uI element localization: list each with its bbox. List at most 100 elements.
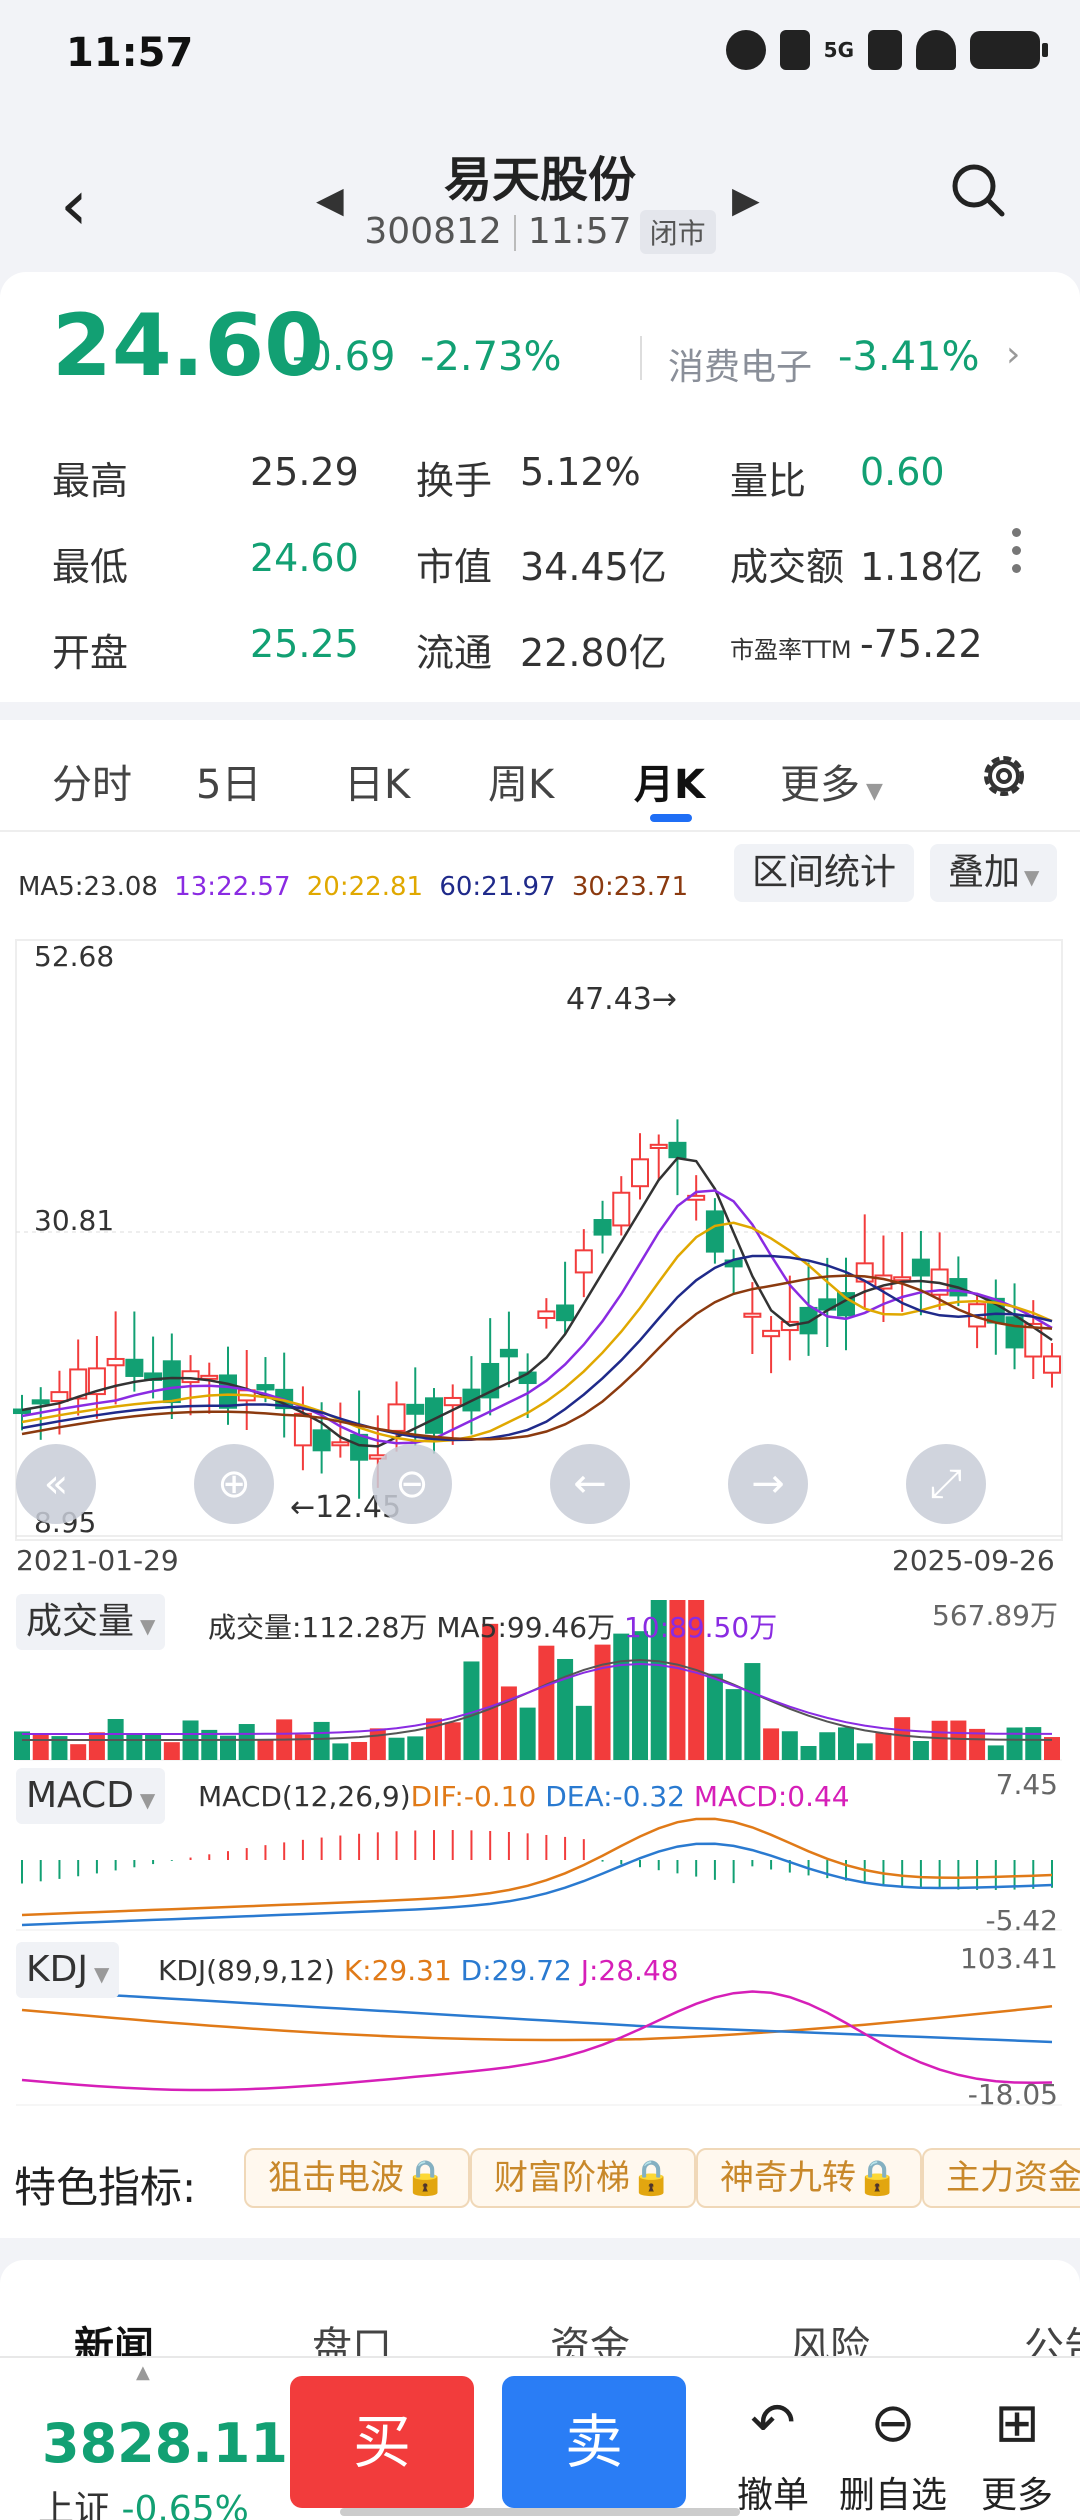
stat-value: 0.60 bbox=[860, 450, 945, 494]
feature-chip[interactable]: 神奇九转🔒 bbox=[696, 2148, 923, 2208]
tab-more[interactable]: 更多 ▼ bbox=[780, 752, 883, 810]
candle-body bbox=[574, 1249, 593, 1274]
sell-button[interactable]: 卖 bbox=[502, 2376, 686, 2508]
stat-value: 24.60 bbox=[250, 536, 359, 580]
candle-body bbox=[612, 1191, 631, 1227]
candle-body bbox=[50, 1391, 69, 1403]
bottom-bar: ▲ 3828.11 上证 -0.65% 买 卖 ↶ 撤单 ⊖ 删自选 ⊞ 更多 bbox=[0, 2356, 1080, 2520]
active-tab-indicator bbox=[650, 814, 692, 822]
tab-5day[interactable]: 5日 bbox=[196, 762, 262, 808]
kdj-label: KDJ bbox=[26, 1949, 88, 1990]
volume-bar bbox=[220, 1735, 236, 1760]
stat-value: 1.18亿 bbox=[860, 545, 983, 589]
index-pct: -0.65% bbox=[121, 2489, 249, 2520]
volume-bar bbox=[238, 1724, 255, 1760]
volume-bar bbox=[950, 1720, 967, 1760]
x-end-label: 2025-09-26 bbox=[892, 1544, 1055, 1577]
volume-bar bbox=[88, 1732, 105, 1760]
volume-indicator-selector[interactable]: 成交量 ▼ bbox=[16, 1594, 166, 1650]
prev-stock-icon[interactable]: ◀ bbox=[316, 180, 344, 221]
caret-down-icon: ▼ bbox=[93, 1962, 110, 1986]
tab-fenshi[interactable]: 分时 bbox=[52, 762, 132, 808]
caret-down-icon: ▼ bbox=[139, 1788, 156, 1812]
gear-icon[interactable] bbox=[976, 748, 1032, 804]
lock-icon: 🔒 bbox=[856, 2158, 899, 2198]
sector-name[interactable]: 消费电子 bbox=[668, 347, 813, 388]
volume-bar bbox=[763, 1728, 780, 1760]
candle-body bbox=[537, 1310, 556, 1319]
volume-bar bbox=[800, 1745, 817, 1760]
overlay-button[interactable]: 叠加 ▼ bbox=[930, 844, 1058, 902]
candle-body bbox=[1005, 1316, 1024, 1349]
stat-label: 最高 bbox=[52, 459, 129, 503]
zoom-in-icon[interactable]: ⊕ bbox=[194, 1444, 274, 1524]
rewind-icon[interactable]: « bbox=[16, 1444, 96, 1524]
candle-body bbox=[743, 1312, 762, 1318]
volume-bar bbox=[70, 1744, 87, 1760]
caret-up-icon[interactable]: ▲ bbox=[136, 2362, 150, 2383]
ma30-value: 30:23.71 bbox=[571, 872, 689, 902]
volume-bar bbox=[369, 1728, 386, 1760]
tab-weekly-k[interactable]: 周K bbox=[488, 762, 555, 808]
macd-legend: MACD(12,26,9)DIF:-0.10 DEA:-0.32 MACD:0.… bbox=[198, 1780, 850, 1813]
range-stats-button[interactable]: 区间统计 bbox=[734, 844, 915, 902]
kline-chart[interactable] bbox=[0, 930, 1080, 2110]
stat-label: 成交额 bbox=[730, 545, 845, 589]
volume-bar bbox=[463, 1661, 480, 1760]
back-icon[interactable]: ‹ bbox=[60, 164, 88, 246]
volume-bar bbox=[519, 1707, 536, 1760]
feature-chip-label: 主力资金 bbox=[946, 2158, 1080, 2198]
kdj-params: KDJ(89,9,12) bbox=[158, 1954, 335, 1987]
feature-chip[interactable]: 主力资金 bbox=[922, 2148, 1080, 2208]
remove-watchlist-button[interactable]: ⊖ 删自选 bbox=[838, 2388, 948, 2518]
kdj-indicator-selector[interactable]: KDJ ▼ bbox=[16, 1942, 120, 1998]
kdj-j: J:28.48 bbox=[580, 1954, 679, 1987]
volume-bar bbox=[388, 1737, 405, 1760]
index-info[interactable]: 上证 -0.65% bbox=[38, 2480, 249, 2520]
stat-value: -75.22 bbox=[860, 622, 983, 666]
macd-indicator-selector[interactable]: MACD ▼ bbox=[16, 1768, 166, 1824]
more-vertical-icon[interactable] bbox=[1012, 528, 1022, 582]
stat-value: 25.29 bbox=[250, 450, 359, 494]
zoom-out-icon[interactable]: ⊖ bbox=[372, 1444, 452, 1524]
cancel-order-button[interactable]: ↶ 撤单 bbox=[718, 2388, 828, 2518]
index-value[interactable]: 3828.11 bbox=[42, 2412, 288, 2475]
volume-bar bbox=[126, 1733, 143, 1760]
candle-body bbox=[1024, 1322, 1043, 1358]
chevron-right-icon[interactable]: › bbox=[1006, 334, 1021, 375]
more-button[interactable]: ⊞ 更多 bbox=[962, 2388, 1072, 2518]
macd-line bbox=[21, 1842, 1053, 1927]
volume-bar bbox=[163, 1742, 180, 1760]
tab-more-label: 更多 bbox=[780, 762, 860, 808]
volume-bar bbox=[407, 1736, 424, 1760]
pan-right-icon[interactable]: → bbox=[728, 1444, 808, 1524]
status-bar: 11:57 5G bbox=[0, 0, 1080, 110]
feature-chip[interactable]: 财富阶梯🔒 bbox=[470, 2148, 697, 2208]
volume-bar bbox=[838, 1727, 854, 1760]
ma5-value: MA5:23.08 bbox=[18, 872, 158, 902]
search-icon[interactable] bbox=[948, 160, 1008, 220]
macd-value: MACD:0.44 bbox=[693, 1780, 850, 1813]
sector-change-pct[interactable]: -3.41% bbox=[838, 334, 980, 380]
stat-label: 流通 bbox=[416, 631, 493, 675]
volume-bar bbox=[1044, 1737, 1060, 1760]
buy-button[interactable]: 买 bbox=[290, 2376, 474, 2508]
tab-monthly-k[interactable]: 月K bbox=[634, 762, 705, 808]
volume-bar bbox=[426, 1718, 442, 1760]
volume-bar bbox=[538, 1645, 555, 1760]
candle-body bbox=[911, 1258, 930, 1277]
macd-dif: DIF:-0.10 bbox=[410, 1780, 537, 1813]
pan-left-icon[interactable]: ← bbox=[550, 1444, 630, 1524]
feature-chip-label: 狙击电波 bbox=[268, 2158, 404, 2198]
volume-bar bbox=[257, 1739, 274, 1760]
tab-daily-k[interactable]: 日K bbox=[344, 762, 411, 808]
caret-down-icon: ▼ bbox=[1024, 865, 1040, 889]
macd-label: MACD bbox=[26, 1775, 134, 1816]
fullscreen-icon[interactable]: ⤢ bbox=[906, 1444, 986, 1524]
feature-chip[interactable]: 狙击电波🔒 bbox=[244, 2148, 471, 2208]
next-stock-icon[interactable]: ▶ bbox=[732, 180, 760, 221]
signal-icon bbox=[868, 30, 902, 70]
candle-body bbox=[350, 1433, 369, 1461]
stat-label: 市盈率TTM bbox=[730, 636, 852, 664]
macd-params: MACD(12,26,9) bbox=[198, 1780, 411, 1813]
